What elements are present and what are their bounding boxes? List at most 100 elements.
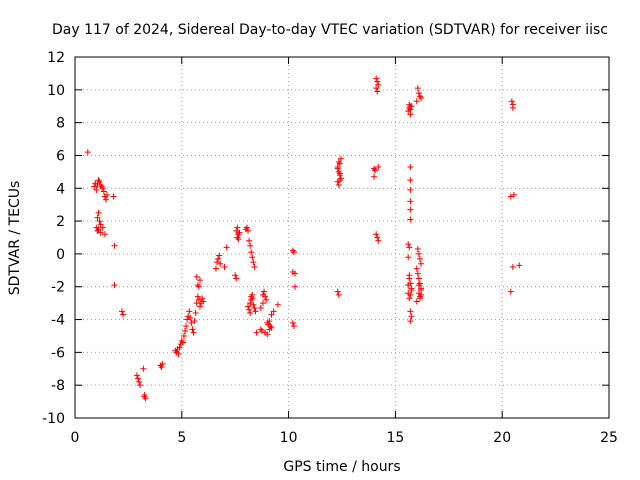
data-point (104, 191, 111, 198)
data-point (91, 183, 98, 190)
data-point (195, 283, 202, 290)
data-point (158, 364, 165, 371)
data-point (415, 275, 422, 282)
y-tick-label: 12 (47, 50, 65, 66)
y-tick-label: 2 (56, 214, 65, 230)
data-point (335, 181, 342, 188)
data-point (415, 282, 422, 289)
data-point (212, 265, 219, 272)
data-point (373, 231, 380, 238)
y-tick-label: 4 (56, 181, 65, 197)
data-point (217, 260, 224, 267)
data-point (407, 198, 414, 205)
data-point (375, 237, 382, 244)
data-point (111, 242, 118, 249)
data-point (261, 288, 268, 295)
data-point (192, 309, 199, 316)
data-point (245, 303, 252, 310)
data-point (136, 378, 143, 385)
data-point (120, 311, 127, 318)
data-point (289, 319, 296, 326)
data-point (235, 236, 242, 243)
data-point (418, 260, 425, 267)
data-point (414, 245, 421, 252)
data-point (407, 103, 414, 110)
data-point (407, 206, 414, 213)
data-point (200, 298, 207, 305)
data-point (95, 209, 102, 216)
data-point (407, 291, 414, 298)
data-point (374, 88, 381, 95)
data-point (268, 324, 275, 331)
y-tick-labels: -10 -8 -6 -4 -2 0 2 4 6 8 10 12 (42, 50, 65, 427)
data-point (248, 249, 255, 256)
data-point (407, 111, 414, 118)
data-point (233, 227, 240, 234)
data-point (247, 300, 254, 307)
data-point (258, 328, 265, 335)
data-point (245, 227, 252, 234)
x-tick-label: 5 (177, 430, 186, 446)
data-point (414, 85, 421, 92)
data-point (194, 293, 201, 300)
data-point (175, 351, 182, 358)
data-point (270, 308, 277, 315)
data-point (337, 155, 344, 162)
data-point (508, 98, 515, 105)
data-point (221, 264, 228, 271)
data-point (251, 264, 258, 271)
x-tick-label: 10 (280, 430, 298, 446)
data-point (96, 178, 103, 185)
data-point (133, 372, 140, 379)
data-point (507, 193, 514, 200)
data-point (94, 214, 101, 221)
data-point (336, 177, 343, 184)
axis-ticks (74, 56, 610, 419)
data-point (407, 216, 414, 223)
data-point (375, 81, 382, 88)
data-point (510, 191, 517, 198)
data-point (408, 313, 415, 320)
data-point (101, 231, 108, 238)
x-axis-label: GPS time / hours (283, 459, 400, 475)
y-tick-label: -4 (51, 313, 65, 329)
data-point (97, 221, 104, 228)
data-point (406, 272, 413, 279)
data-point (292, 283, 299, 290)
x-tick-label: 20 (493, 430, 511, 446)
x-tick-label: 0 (71, 430, 80, 446)
data-point (214, 259, 221, 266)
data-point (418, 95, 425, 102)
y-tick-label: -10 (42, 411, 65, 427)
data-point (407, 308, 414, 315)
data-point (186, 308, 193, 315)
data-point (264, 331, 271, 338)
data-point (413, 298, 420, 305)
data-point (193, 273, 200, 280)
data-point (196, 303, 203, 310)
data-point (416, 255, 423, 262)
data-point (216, 252, 223, 259)
data-point (159, 360, 166, 367)
data-point (334, 288, 341, 295)
data-point (406, 244, 413, 251)
data-point (416, 295, 423, 302)
data-point (405, 108, 412, 115)
data-point (84, 149, 91, 156)
data-point (407, 177, 414, 184)
data-point (374, 234, 381, 241)
data-point (184, 316, 191, 323)
data-point (246, 237, 253, 244)
chart-title: Day 117 of 2024, Sidereal Day-to-day VTE… (52, 22, 608, 38)
y-tick-label: -6 (51, 345, 65, 361)
x-tick-label: 25 (600, 430, 618, 446)
data-point (195, 296, 202, 303)
data-point (407, 163, 414, 170)
data-point (247, 242, 254, 249)
data-point (262, 293, 269, 300)
data-point (408, 287, 415, 294)
data-point (509, 264, 516, 271)
y-tick-label: -2 (51, 280, 65, 296)
data-point (335, 159, 342, 166)
